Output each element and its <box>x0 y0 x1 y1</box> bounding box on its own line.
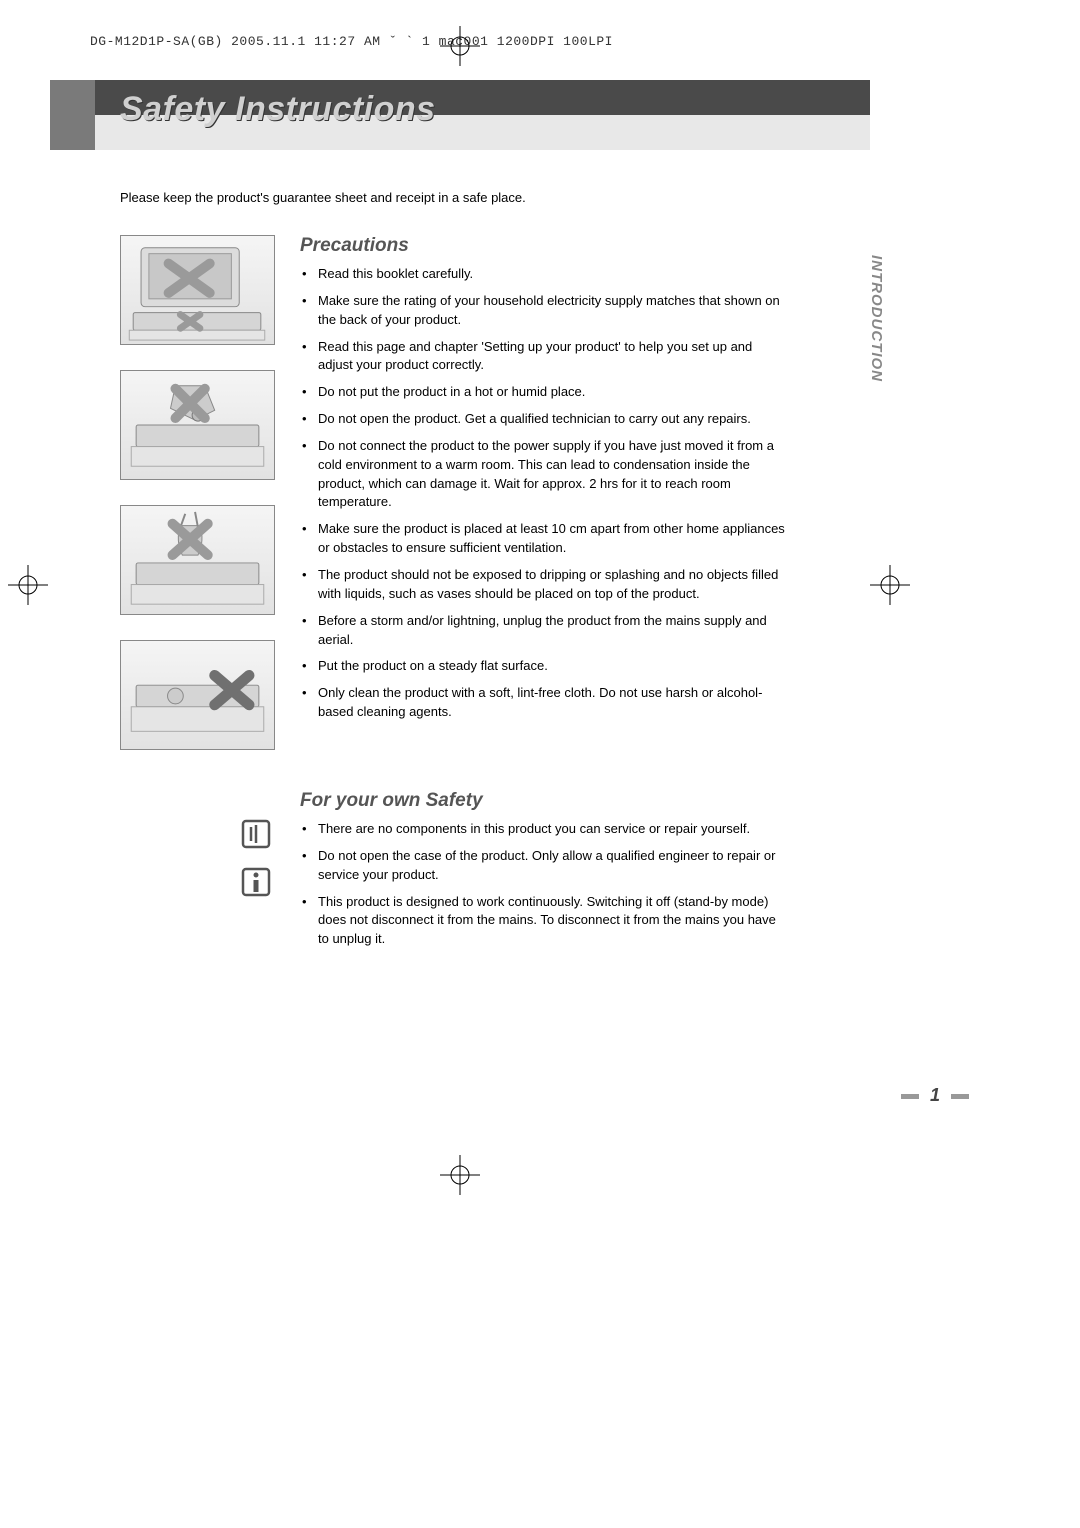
registration-mark-bottom <box>440 1155 480 1195</box>
section-side-label: INTRODUCTION <box>868 255 885 382</box>
precautions-section: Precautions Read this booklet carefully.… <box>120 235 785 750</box>
list-item: This product is designed to work continu… <box>318 893 785 950</box>
precautions-text: Precautions Read this booklet carefully.… <box>300 235 785 750</box>
page-number-dash-right <box>951 1094 969 1099</box>
page-number-dash-left <box>901 1094 919 1099</box>
page-content: Safety Instructions INTRODUCTION Please … <box>50 80 870 1130</box>
list-item: Before a storm and/or lightning, unplug … <box>318 612 785 650</box>
list-item: Do not open the product. Get a qualified… <box>318 410 785 429</box>
warning-book-icon <box>237 815 275 853</box>
safety-section: For your own Safety There are no compone… <box>120 790 785 957</box>
list-item: The product should not be exposed to dri… <box>318 566 785 604</box>
list-item: Do not connect the product to the power … <box>318 437 785 512</box>
list-item: Do not put the product in a hot or humid… <box>318 383 785 402</box>
registration-mark-left <box>8 565 48 605</box>
precaution-illustrations <box>120 235 275 750</box>
illustration-tv-on-player <box>120 235 275 345</box>
page-number: 1 <box>895 1085 975 1106</box>
content-area: Please keep the product's guarantee shee… <box>50 190 870 957</box>
safety-heading: For your own Safety <box>300 790 785 812</box>
intro-text: Please keep the product's guarantee shee… <box>120 190 785 205</box>
precautions-heading: Precautions <box>300 235 785 257</box>
title-accent-block <box>50 80 95 150</box>
list-item: Read this booklet carefully. <box>318 265 785 284</box>
illustration-no-liquids <box>120 505 275 615</box>
info-icon <box>237 863 275 901</box>
list-item: Make sure the rating of your household e… <box>318 292 785 330</box>
registration-mark-top <box>440 26 480 66</box>
illustration-no-open <box>120 370 275 480</box>
list-item: Put the product on a steady flat surface… <box>318 657 785 676</box>
precautions-list: Read this booklet carefully. Make sure t… <box>300 265 785 722</box>
list-item: Only clean the product with a soft, lint… <box>318 684 785 722</box>
safety-text: For your own Safety There are no compone… <box>300 790 785 957</box>
illustration-flat-surface <box>120 640 275 750</box>
list-item: There are no components in this product … <box>318 820 785 839</box>
title-band: Safety Instructions <box>50 80 870 150</box>
list-item: Read this page and chapter 'Setting up y… <box>318 338 785 376</box>
safety-icons <box>120 790 275 957</box>
registration-mark-right <box>870 565 910 605</box>
safety-list: There are no components in this product … <box>300 820 785 949</box>
list-item: Make sure the product is placed at least… <box>318 520 785 558</box>
print-header-meta: DG-M12D1P-SA(GB) 2005.11.1 11:27 AM ˇ ` … <box>90 34 613 49</box>
list-item: Do not open the case of the product. Onl… <box>318 847 785 885</box>
page-title: Safety Instructions <box>120 90 436 129</box>
page-number-value: 1 <box>930 1085 940 1105</box>
